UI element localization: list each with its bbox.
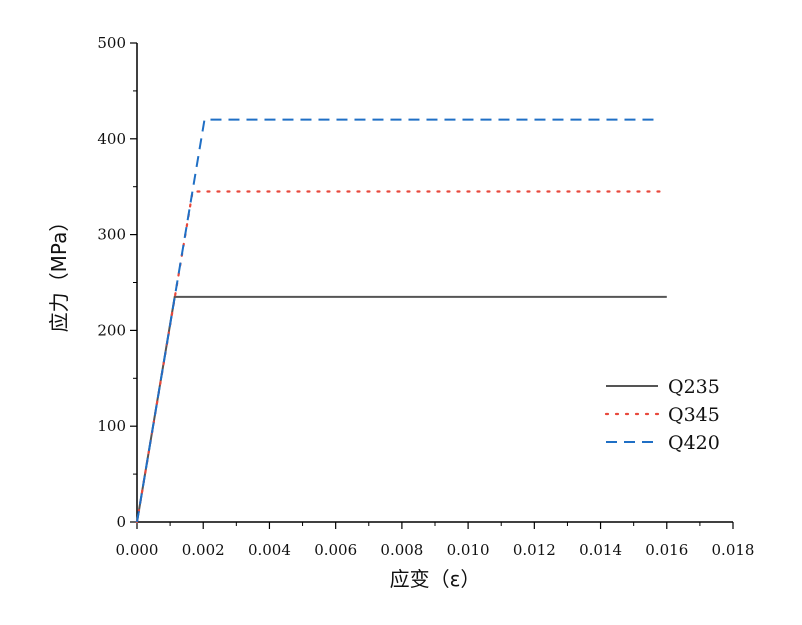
x-tick-label: 0.018 [712,541,755,559]
y-tick-label: 500 [97,34,126,52]
x-tick-label: 0.006 [314,541,357,559]
axes: 0.000 0.002 0.004 0.006 0.008 0.010 0.012 0.014… [97,34,754,559]
y-tick-label: 0 [116,513,126,531]
x-tick-label: 0.016 [645,541,688,559]
x-tick-label: 0.012 [513,541,556,559]
legend: Q235 Q345 Q420 [604,376,720,454]
x-axis-title: 应变（ε） [390,567,481,591]
y-tick-label: 400 [97,130,126,148]
y-axis-title: 应力（MPa） [47,212,71,333]
y-tick-label: 200 [97,321,126,339]
legend-label-q345: Q345 [668,404,720,426]
legend-label-q420: Q420 [668,432,720,454]
y-tick-label: 100 [97,417,126,435]
x-tick-label: 0.008 [380,541,423,559]
x-tick-label: 0.010 [447,541,490,559]
series-lines [135,118,668,524]
x-tick-label: 0.004 [248,541,291,559]
x-tick-label: 0.000 [116,541,159,559]
y-tick-label: 300 [97,226,126,244]
legend-label-q235: Q235 [668,376,720,398]
x-tick-label: 0.002 [182,541,225,559]
series-line-q420 [136,118,657,523]
x-tick-label: 0.014 [579,541,622,559]
series-line-q235 [136,295,667,523]
series-line-q345 [135,190,668,524]
